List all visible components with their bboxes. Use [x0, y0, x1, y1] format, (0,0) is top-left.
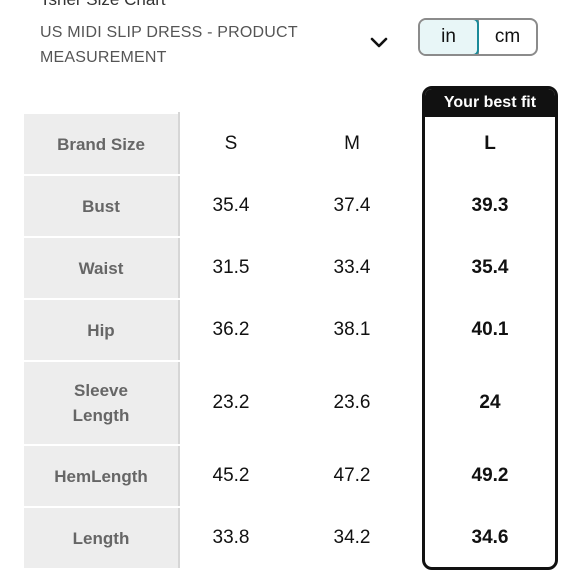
- cell-value-best-fit: 39.3: [420, 174, 560, 238]
- cell-value: 37.4: [282, 174, 422, 238]
- cell-value-best-fit: 49.2: [420, 444, 560, 508]
- chevron-down-icon[interactable]: [368, 34, 390, 52]
- column-header-l: L: [420, 112, 560, 176]
- table-header-row: Brand Size S M L: [22, 112, 560, 176]
- cell-value: 35.4: [178, 174, 284, 238]
- cell-value: 33.8: [178, 506, 284, 570]
- table-row: Bust 35.4 37.4 39.3: [22, 174, 560, 238]
- row-label: Bust: [22, 174, 180, 238]
- cell-value-best-fit: 35.4: [420, 236, 560, 300]
- page-title: Tsher Size Chart: [40, 0, 166, 10]
- column-header-m: M: [282, 112, 422, 176]
- table-row: Length 33.8 34.2 34.6: [22, 506, 560, 570]
- cell-value: 36.2: [178, 298, 284, 362]
- cell-value: 38.1: [282, 298, 422, 362]
- row-label-text: Sleeve Length: [72, 381, 130, 425]
- row-label: Length: [22, 506, 180, 570]
- unit-toggle: in cm: [418, 18, 538, 56]
- cell-value: 47.2: [282, 444, 422, 508]
- row-label: Hip: [22, 298, 180, 362]
- row-label: HemLength: [22, 444, 180, 508]
- table-row: Sleeve Length 23.2 23.6 24: [22, 360, 560, 446]
- cell-value-best-fit: 34.6: [420, 506, 560, 570]
- table-row: HemLength 45.2 47.2 49.2: [22, 444, 560, 508]
- cell-value: 33.4: [282, 236, 422, 300]
- unit-cm-button[interactable]: cm: [477, 20, 536, 54]
- chart-subtitle: US MIDI SLIP DRESS - PRODUCT MEASUREMENT: [40, 24, 298, 66]
- row-label: Sleeve Length: [22, 360, 180, 446]
- cell-value: 23.6: [282, 360, 422, 446]
- row-label: Waist: [22, 236, 180, 300]
- column-header-brand-size: Brand Size: [22, 112, 180, 176]
- column-header-s: S: [178, 112, 284, 176]
- unit-in-button[interactable]: in: [420, 20, 479, 54]
- cell-value: 45.2: [178, 444, 284, 508]
- cell-value: 31.5: [178, 236, 284, 300]
- table-row: Waist 31.5 33.4 35.4: [22, 236, 560, 300]
- table-row: Hip 36.2 38.1 40.1: [22, 298, 560, 362]
- cell-value: 34.2: [282, 506, 422, 570]
- size-chart-table: Brand Size S M L Bust 35.4 37.4 39.3 Wai…: [22, 112, 560, 570]
- cell-value: 23.2: [178, 360, 284, 446]
- cell-value-best-fit: 40.1: [420, 298, 560, 362]
- cell-value-best-fit: 24: [420, 360, 560, 446]
